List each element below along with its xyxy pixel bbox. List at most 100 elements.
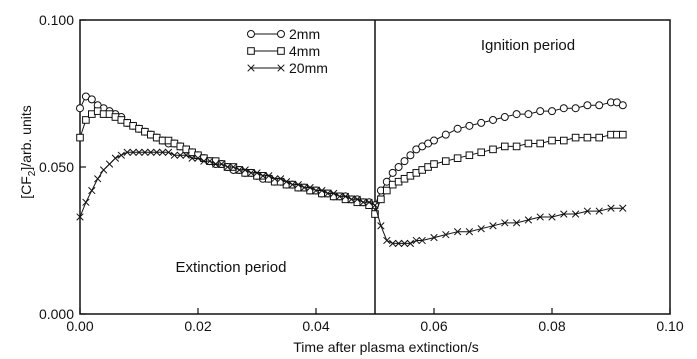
- legend-label: 4mm: [289, 43, 320, 59]
- data-point-20mm: [276, 175, 285, 183]
- data-point-20mm: [442, 230, 450, 239]
- legend-marker: [277, 30, 285, 38]
- x-tick-label: 0.02: [184, 318, 211, 334]
- data-point-20mm: [212, 160, 220, 168]
- data-point-20mm: [365, 198, 373, 206]
- data-point-2mm: [406, 151, 415, 160]
- data-point-20mm: [235, 166, 243, 174]
- data-point-4mm: [571, 133, 580, 142]
- data-point-2mm: [388, 168, 397, 177]
- data-point-20mm: [383, 236, 391, 245]
- data-point-4mm: [501, 142, 509, 151]
- data-point-20mm: [324, 189, 332, 198]
- data-point-4mm: [82, 116, 90, 124]
- data-point-20mm: [288, 180, 297, 189]
- data-point-20mm: [595, 207, 603, 215]
- data-point-20mm: [412, 236, 420, 245]
- data-point-4mm: [453, 154, 462, 162]
- data-point-20mm: [117, 151, 125, 159]
- data-point-2mm: [500, 113, 509, 122]
- data-point-20mm: [607, 204, 615, 212]
- legend-marker: [277, 64, 285, 72]
- annotations: Extinction period Ignition period: [176, 37, 576, 276]
- legend-label: 20mm: [289, 60, 328, 76]
- data-point-4mm: [477, 148, 485, 157]
- data-point-4mm: [512, 142, 521, 151]
- data-point-20mm: [347, 195, 356, 203]
- data-point-20mm: [430, 233, 438, 242]
- data-point-20mm: [247, 169, 255, 177]
- data-point-20mm: [88, 186, 96, 195]
- x-tick-label: 0.08: [538, 318, 565, 334]
- y-axis-title-tail: ]/arb. units: [18, 105, 34, 170]
- data-point-2mm: [583, 101, 592, 110]
- data-point-20mm: [147, 148, 155, 156]
- x-tick-label: 0.06: [420, 318, 447, 334]
- x-tick-label: 0.10: [656, 318, 683, 334]
- data-point-2mm: [571, 104, 580, 113]
- data-point-4mm: [524, 139, 533, 148]
- data-point-20mm: [94, 175, 102, 183]
- legend-marker: [247, 64, 255, 72]
- data-point-4mm: [595, 133, 604, 142]
- data-point-20mm: [200, 157, 208, 165]
- data-point-20mm: [99, 166, 108, 174]
- data-point-4mm: [536, 139, 545, 148]
- x-tick-label: 0.04: [302, 318, 329, 334]
- y-axis-title-subscript: 2: [27, 170, 38, 176]
- data-point-4mm: [430, 160, 438, 168]
- data-point-20mm: [294, 180, 302, 189]
- data-point-20mm: [306, 183, 314, 192]
- data-point-2mm: [453, 124, 462, 133]
- data-point-2mm: [548, 107, 556, 116]
- x-axis-title: Time after plasma extinction/s: [293, 339, 478, 355]
- data-point-20mm: [571, 210, 580, 218]
- data-point-4mm: [583, 133, 592, 142]
- data-point-2mm: [618, 101, 627, 110]
- data-point-20mm: [453, 228, 462, 236]
- data-point-20mm: [111, 154, 120, 162]
- data-point-20mm: [271, 175, 279, 183]
- data-point-20mm: [477, 225, 485, 233]
- data-point-20mm: [560, 210, 568, 218]
- data-point-20mm: [223, 163, 232, 171]
- data-point-20mm: [335, 192, 344, 201]
- extinction-period-label: Extinction period: [176, 259, 287, 276]
- legend-entry-4mm: 4mm: [247, 43, 320, 59]
- data-point-2mm: [512, 110, 521, 119]
- data-point-20mm: [164, 148, 173, 156]
- series-layer: [76, 92, 627, 248]
- data-point-20mm: [194, 154, 202, 162]
- data-point-20mm: [406, 239, 415, 248]
- series-line-20mm: [79, 151, 623, 244]
- data-point-20mm: [300, 183, 308, 192]
- data-point-2mm: [489, 115, 497, 124]
- data-point-20mm: [465, 228, 474, 236]
- data-point-20mm: [158, 148, 167, 156]
- data-point-20mm: [501, 219, 509, 227]
- series-4mm: [76, 107, 627, 218]
- y-tick-label: 0.050: [39, 159, 74, 175]
- data-point-2mm: [430, 136, 438, 145]
- data-point-2mm: [394, 163, 403, 171]
- data-point-20mm: [548, 213, 556, 221]
- data-point-2mm: [441, 130, 450, 139]
- data-point-2mm: [477, 118, 486, 127]
- data-point-20mm: [389, 239, 397, 248]
- data-point-20mm: [76, 213, 84, 221]
- data-point-20mm: [253, 169, 261, 177]
- data-point-20mm: [129, 148, 137, 156]
- data-point-20mm: [176, 151, 184, 159]
- data-point-2mm: [559, 104, 568, 113]
- data-point-20mm: [536, 213, 544, 221]
- data-point-4mm: [371, 210, 379, 218]
- data-point-4mm: [489, 145, 497, 154]
- data-point-20mm: [182, 151, 190, 159]
- data-point-2mm: [536, 107, 545, 116]
- data-point-20mm: [82, 198, 90, 206]
- data-point-2mm: [595, 101, 604, 110]
- data-point-4mm: [619, 130, 627, 139]
- ignition-period-label: Ignition period: [481, 37, 575, 54]
- data-point-20mm: [170, 151, 179, 159]
